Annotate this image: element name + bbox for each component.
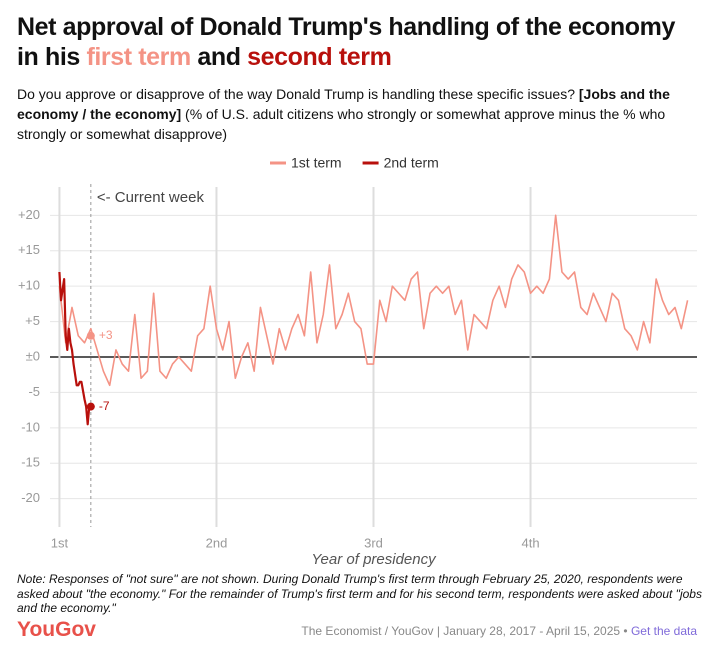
subtitle-bold: [Jobs and the economy / the economy] [17, 86, 670, 122]
chart: 1st term 2nd term +20 +15 +10 +5 ±0 -5 -10 -15 -20… [18, 155, 697, 568]
note: Note: Responses of "not sure" are not sh… [17, 572, 702, 615]
subtitle: Do you approve or disapprove of the way … [17, 84, 707, 144]
legend-label: 2nd term [384, 155, 439, 171]
title-text: Net approval of Donald Trump's handling … [17, 13, 676, 71]
y-tick-label: +20 [18, 207, 40, 222]
annotation-dot [86, 402, 95, 411]
x-tick-label: 1st [51, 535, 69, 550]
current-week-label: <- Current week [97, 189, 205, 206]
data-link[interactable]: Get the data [630, 624, 697, 638]
series-line [58, 214, 689, 387]
x-tick-label: 4th [521, 535, 539, 550]
brand-logo: YouGov [17, 618, 96, 641]
y-tick-label: +5 [25, 313, 40, 328]
source-text: The Economist / YouGov | January 28, 201… [301, 624, 631, 638]
y-tick-label: -15 [21, 455, 40, 470]
y-tick-label: -5 [28, 384, 40, 399]
annotation-label: -7 [99, 399, 110, 413]
title-first-term: first term [86, 43, 191, 71]
legend-label: 1st term [291, 155, 342, 171]
x-tick-label: 3rd [364, 535, 383, 550]
y-tick-label: +10 [18, 278, 40, 293]
annotation-label: +3 [99, 328, 113, 342]
title-text: and [190, 43, 248, 71]
subtitle-text: (% of U.S. adult citizens who strongly o… [17, 106, 666, 142]
y-tick-label: -10 [21, 419, 40, 434]
title-second-term: second term [247, 43, 392, 71]
y-tick-label: -20 [21, 490, 40, 505]
source: The Economist / YouGov | January 28, 201… [301, 624, 697, 638]
annotation-dot [86, 331, 95, 340]
x-tick-label: 2nd [206, 535, 228, 550]
series-line [58, 271, 91, 426]
y-tick-label: +15 [18, 242, 40, 257]
title: Net approval of Donald Trump's handling … [17, 12, 697, 72]
y-tick-label: ±0 [26, 348, 40, 363]
subtitle-text: Do you approve or disapprove of the way … [17, 86, 579, 102]
x-axis-title: Year of presidency [311, 551, 437, 568]
